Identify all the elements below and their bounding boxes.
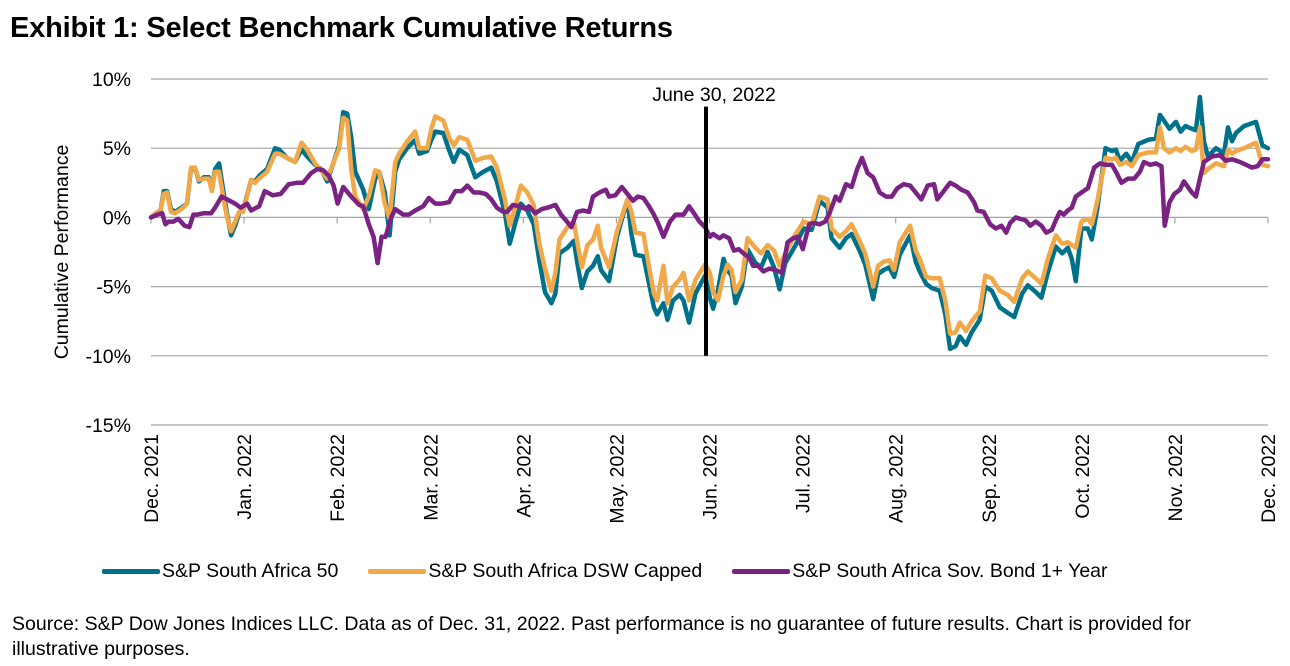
legend: S&P South Africa 50 S&P South Africa DSW… [102,560,1138,583]
series-line-3 [148,152,1271,276]
y-axis-ticks: 10% 5% 0% -5% -10% -15% [85,69,131,437]
annotation-label: June 30, 2022 [652,84,776,106]
x-tick-label: Jan. 2022 [234,434,256,520]
june-30-annotation: June 30, 2022 [652,84,776,356]
x-tick-label: Aug. 2022 [886,434,908,523]
x-tick-label: Apr. 2022 [513,434,535,517]
legend-swatch-sov-bond [732,569,791,574]
y-tick-label: -15% [85,415,131,437]
x-tick-label: Nov. 2022 [1165,434,1187,521]
series-lines [148,94,1271,352]
y-axis-label: Cumulative Performance [51,145,73,360]
series-line-2 [148,114,1271,336]
gridlines [151,78,1268,426]
chart-title: Exhibit 1: Select Benchmark Cumulative R… [10,12,673,44]
legend-item-sov-bond[interactable]: S&P South Africa Sov. Bond 1+ Year [732,560,1108,583]
legend-label: S&P South Africa DSW Capped [428,560,703,582]
legend-swatch-sa50 [102,569,160,574]
legend-item-sa50[interactable]: S&P South Africa 50 [102,560,338,583]
x-tick-label: Dec. 2021 [141,434,163,523]
y-tick-label: 0% [103,207,131,229]
x-tick-label: Jul. 2022 [793,434,815,513]
source-note: Source: S&P Dow Jones Indices LLC. Data … [12,613,1191,660]
x-tick-label: Jun. 2022 [700,434,722,520]
x-axis-ticks: Dec. 2021 Jan. 2022 Feb. 2022 Mar. 2022 Apr.… [141,217,1280,524]
x-tick-label: Sep. 2022 [979,434,1001,523]
x-tick-label: Feb. 2022 [327,434,349,522]
legend-label: S&P South Africa 50 [162,560,339,582]
y-tick-label: -10% [85,346,131,368]
x-tick-label: Mar. 2022 [420,434,442,521]
y-tick-label: 5% [103,138,131,160]
legend-item-dsw-capped[interactable]: S&P South Africa DSW Capped [368,560,702,583]
y-tick-label: 10% [92,69,131,91]
legend-label: S&P South Africa Sov. Bond 1+ Year [792,560,1108,582]
y-tick-label: -5% [96,277,131,299]
x-tick-label: Oct. 2022 [1072,434,1094,519]
x-tick-label: May. 2022 [606,434,628,524]
legend-swatch-dsw-capped [368,569,427,574]
x-tick-label: Dec. 2022 [1258,434,1280,523]
